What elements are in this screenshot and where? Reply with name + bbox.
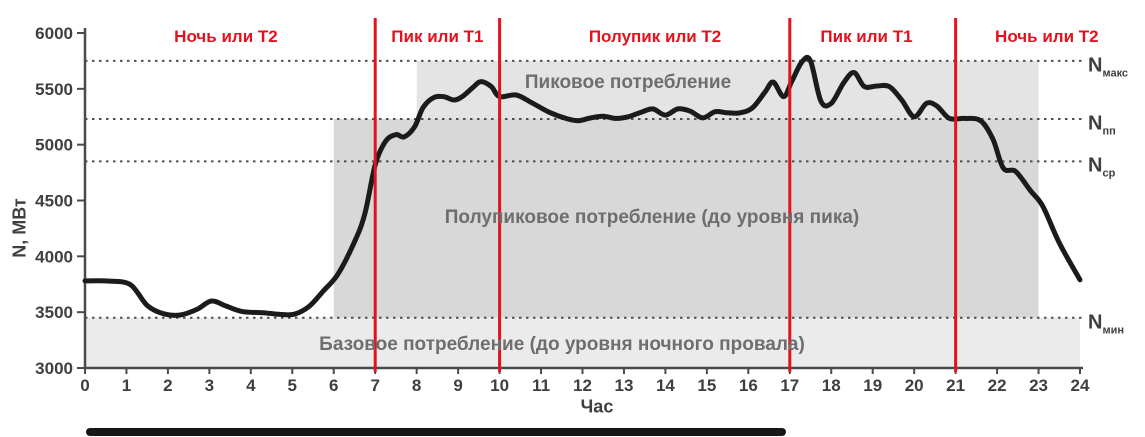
x-tick-label: 23: [1029, 376, 1048, 395]
x-tick-label: 14: [656, 376, 675, 395]
consumption-band-0: [416, 60, 1039, 119]
reference-level-label-мин: Nмин: [1088, 311, 1124, 337]
x-tick-label: 10: [490, 376, 509, 395]
x-tick-label: 8: [412, 376, 421, 395]
peak-consumption-label: Пиковое потребление: [524, 72, 732, 93]
y-tick-label: 6000: [35, 24, 73, 43]
tariff-zone-label: Ночь или Т2: [995, 27, 1099, 46]
video-progress-bar[interactable]: [86, 428, 786, 436]
reference-level-label-пп: Nпп: [1088, 112, 1116, 138]
tariff-zone-label: Ночь или Т2: [174, 27, 278, 46]
y-tick-label: 5500: [35, 80, 73, 99]
x-tick-label: 19: [863, 376, 882, 395]
y-tick-label: 3500: [35, 303, 73, 322]
x-tick-label: 5: [288, 376, 297, 395]
load-curve: [82, 54, 1083, 318]
x-tick-label: 7: [370, 376, 379, 395]
x-tick-label: 18: [822, 376, 841, 395]
x-tick-label: 15: [697, 376, 716, 395]
x-tick-label: 0: [80, 376, 89, 395]
reference-level-label-ср: Nср: [1088, 154, 1116, 180]
x-tick-label: 12: [573, 376, 592, 395]
x-tick-label: 2: [163, 376, 172, 395]
x-tick-label: 20: [905, 376, 924, 395]
x-tick-label: 4: [246, 376, 256, 395]
y-tick-label: 4000: [35, 247, 73, 266]
x-tick-label: 3: [205, 376, 214, 395]
tariff-zone-label: Пик или Т1: [391, 27, 484, 46]
x-tick-label: 13: [614, 376, 633, 395]
x-tick-label: 9: [453, 376, 462, 395]
semipeak-consumption-label: Полупиковое потребление (до уровня пика): [444, 207, 860, 228]
reference-level-label-макс: Nмакс: [1088, 54, 1129, 80]
x-tick-label: 1: [122, 376, 131, 395]
consumption-band-1: [333, 118, 1039, 318]
y-tick-label: 3000: [35, 359, 73, 378]
x-tick-label: 21: [946, 376, 965, 395]
y-axis-title: N, МВт: [9, 198, 30, 258]
x-tick-label: 16: [739, 376, 758, 395]
y-tick-label: 4500: [35, 192, 73, 211]
x-tick-label: 17: [780, 376, 799, 395]
tariff-zone-label: Пик или Т1: [820, 27, 913, 46]
base-consumption-label: Базовое потребление (до уровня ночного п…: [319, 334, 805, 355]
x-tick-label: 11: [532, 376, 550, 395]
x-tick-label: 6: [329, 376, 338, 395]
x-tick-label: 24: [1071, 376, 1090, 395]
x-tick-label: 22: [988, 376, 1007, 395]
x-axis-title: Час: [580, 396, 614, 417]
tariff-zone-label: Полупик или Т2: [588, 27, 722, 46]
consumption-band-2: [85, 317, 1080, 368]
y-tick-label: 5000: [35, 136, 73, 155]
